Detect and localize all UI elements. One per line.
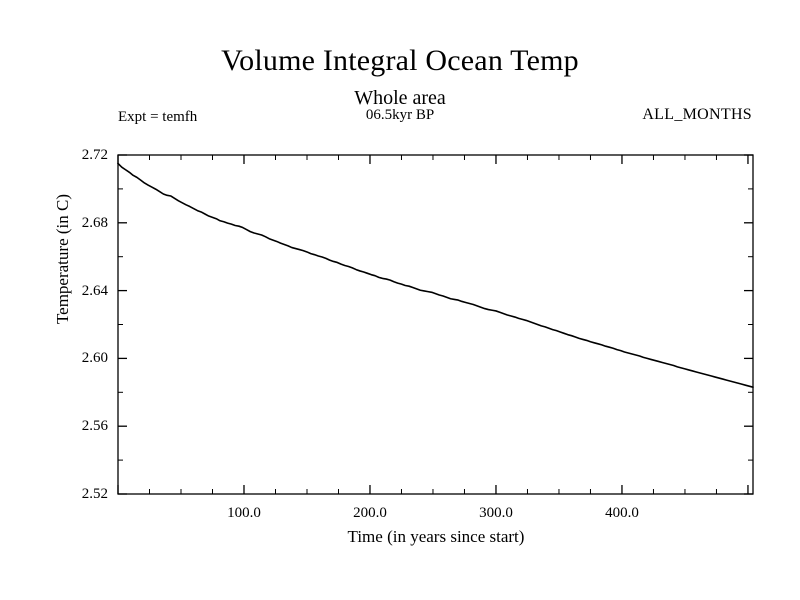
x-tick-label: 200.0 (353, 505, 387, 521)
experiment-label: Expt = temfh (118, 109, 198, 125)
y-tick-label: 2.64 (81, 282, 108, 299)
y-tick-label: 2.52 (81, 486, 108, 502)
x-tick-label: 400.0 (605, 505, 639, 521)
x-tick-label: 300.0 (479, 505, 513, 521)
page-subtitle: Whole area (354, 87, 446, 109)
y-tick-label: 2.60 (81, 350, 108, 367)
period-label: 06.5kyr BP (365, 107, 435, 123)
months-label: ALL_MONTHS (642, 106, 752, 123)
y-axis-title: Temperature (in C) (53, 193, 72, 325)
y-tick-label: 2.72 (81, 147, 108, 163)
axis-tick-marks (117, 154, 753, 495)
x-tick-label: 100.0 (227, 505, 261, 521)
x-axis-title: Time (in years since start) (347, 527, 525, 546)
y-tick-label: 2.68 (81, 214, 108, 231)
page-title: Volume Integral Ocean Temp (221, 44, 579, 77)
temperature-series-line (117, 162, 754, 389)
plot-frame (117, 154, 754, 495)
y-tick-label: 2.56 (81, 418, 108, 435)
